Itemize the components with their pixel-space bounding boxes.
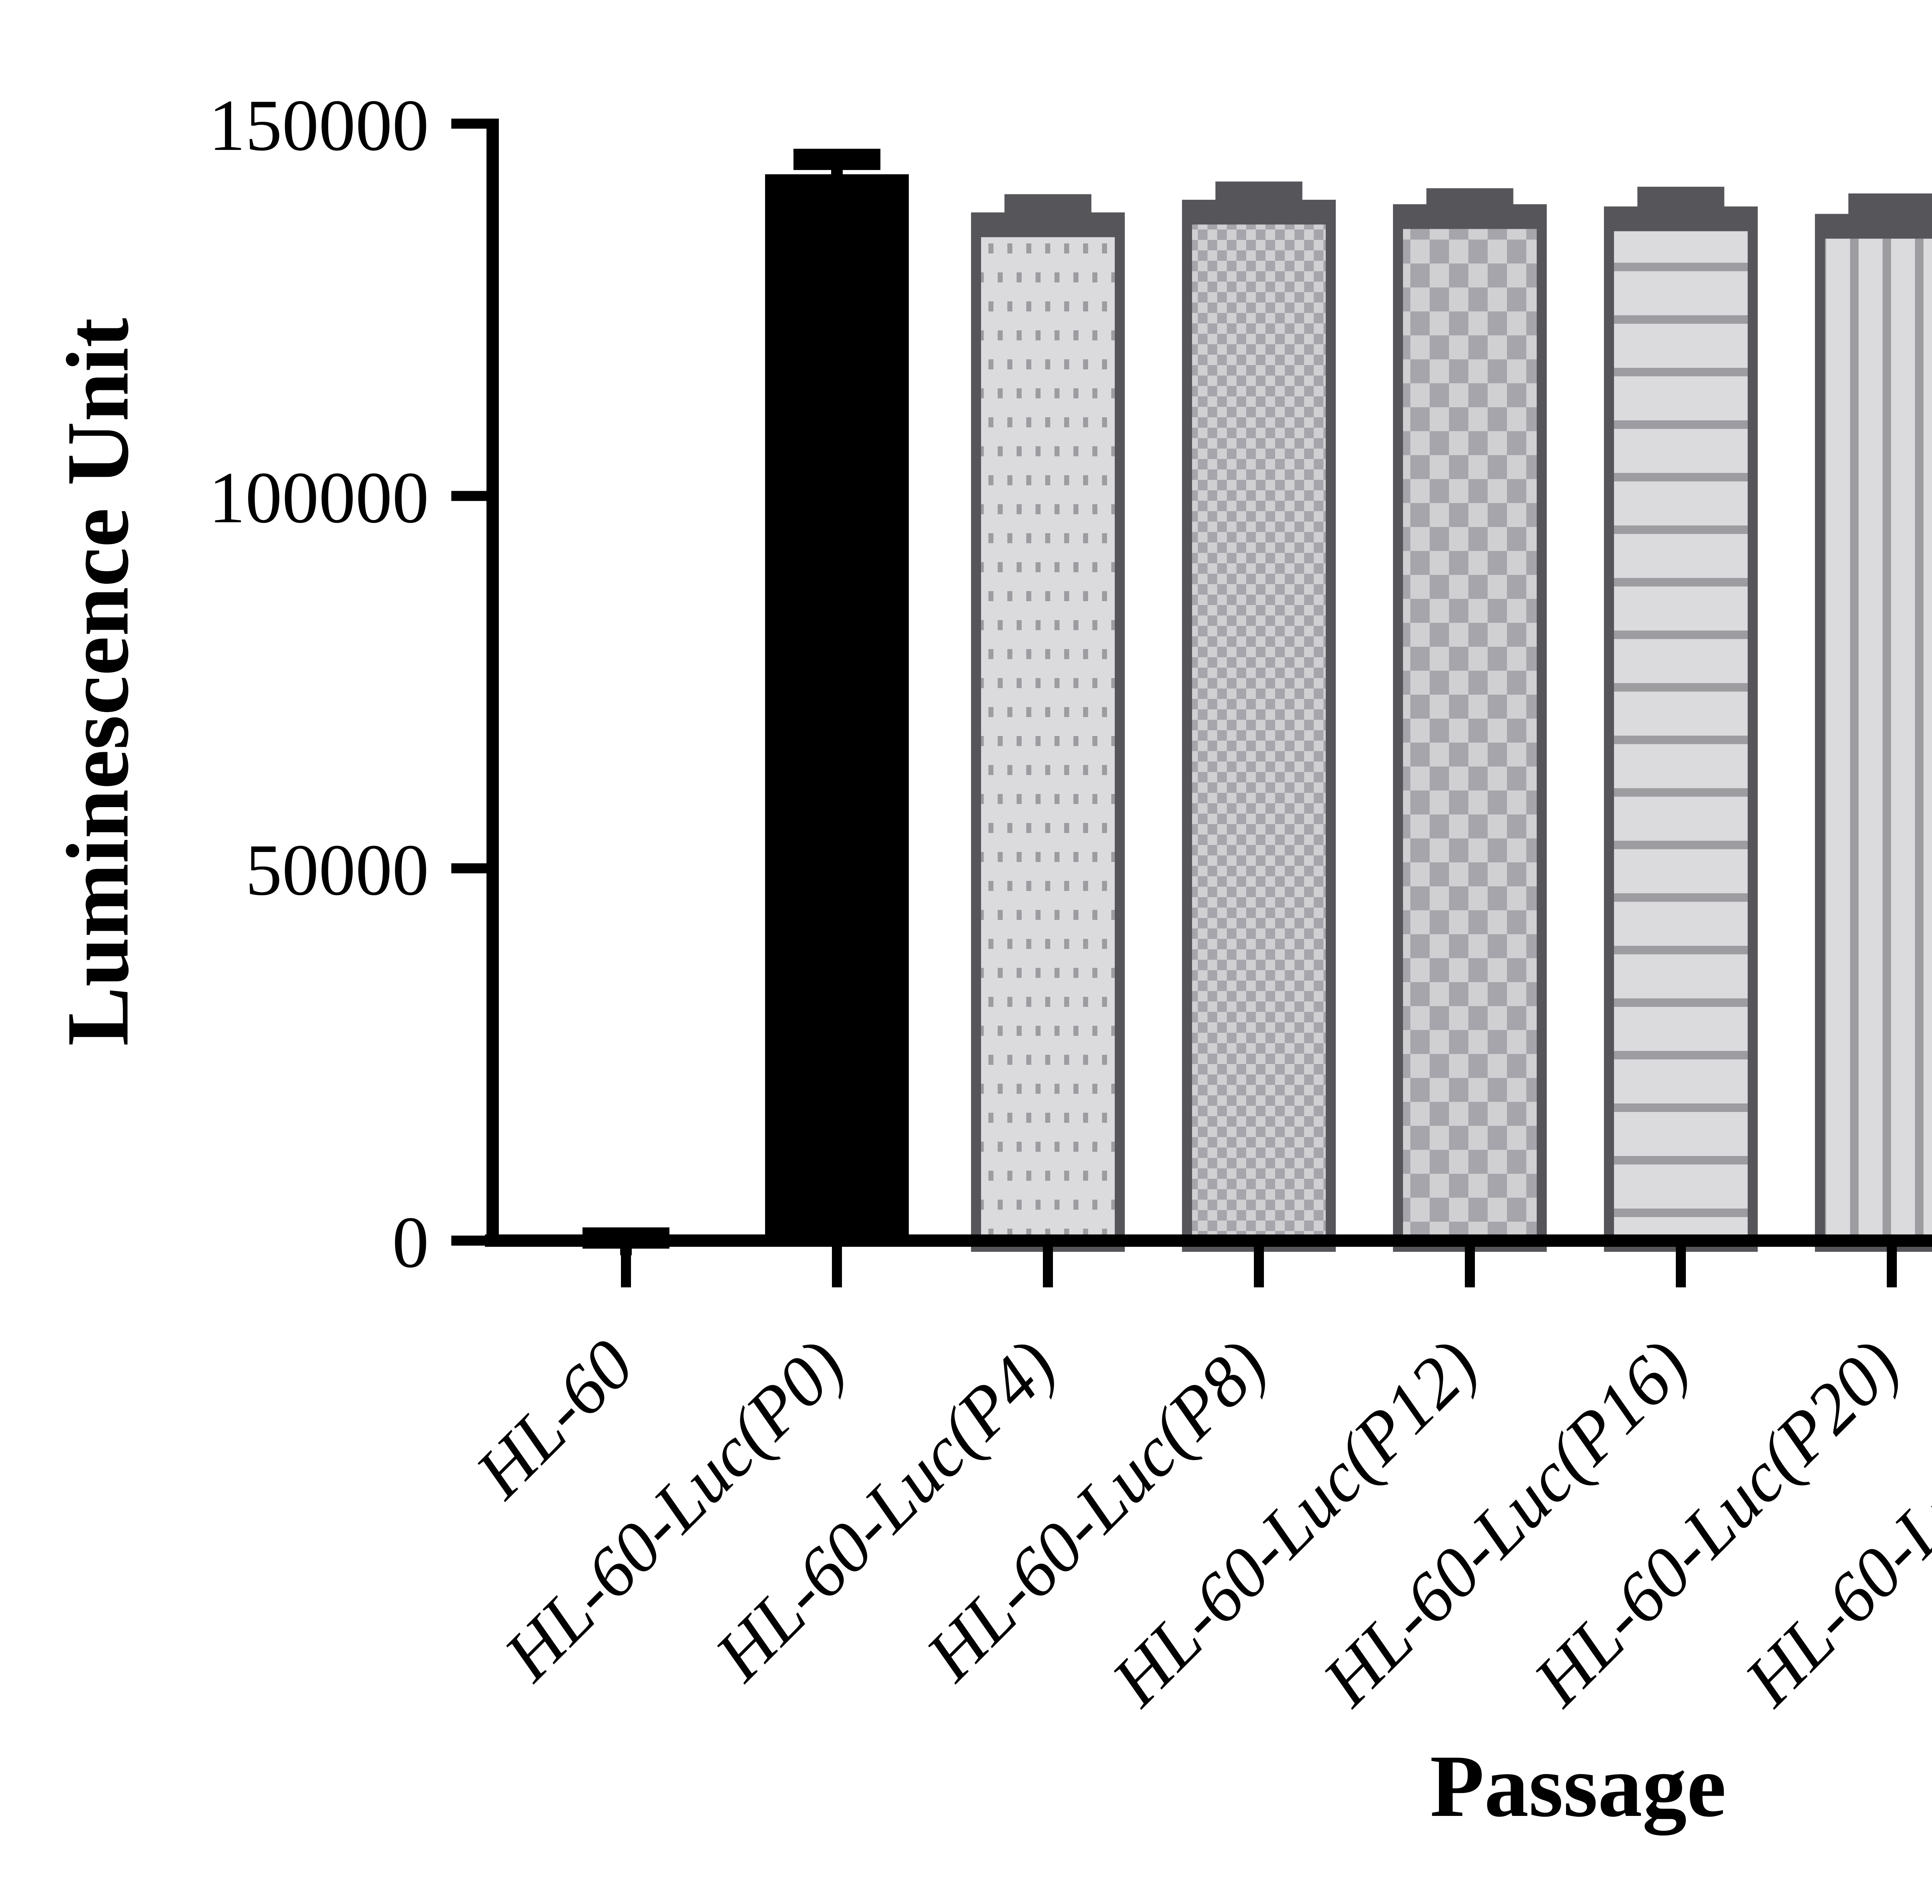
error-bar-cap xyxy=(1004,194,1092,216)
bar xyxy=(1815,214,1932,1252)
x-axis-title: Passage xyxy=(1430,1737,1726,1836)
bar xyxy=(1393,204,1547,1252)
error-bar-cap xyxy=(1848,193,1932,215)
bars-layer xyxy=(765,174,1932,1252)
x-category-label: HL-60 xyxy=(460,1325,649,1513)
bar xyxy=(765,174,909,1247)
y-axis-title: Luminescence Unit xyxy=(48,318,147,1046)
x-category-label: HL-60-Luc(P12) xyxy=(1096,1325,1493,1721)
bar xyxy=(1182,200,1336,1252)
error-bar-cap xyxy=(1426,188,1514,210)
y-tick-label: 0 xyxy=(392,1202,429,1283)
bar xyxy=(971,212,1125,1252)
error-bar-cap xyxy=(1215,181,1303,203)
axes-layer xyxy=(451,119,1932,1287)
bar-top-band xyxy=(1815,214,1932,239)
x-category-label: HL-60-Luc(P16) xyxy=(1307,1325,1704,1721)
y-tick-label: 50000 xyxy=(245,830,429,911)
x-category-label: HL-60-Luc(P20) xyxy=(1518,1325,1915,1721)
y-tick-label: 100000 xyxy=(209,457,429,539)
y-tick-label: 150000 xyxy=(209,85,429,166)
error-bar-cap xyxy=(1637,187,1725,208)
error-bar-cap xyxy=(793,149,881,170)
bar xyxy=(1604,206,1758,1252)
